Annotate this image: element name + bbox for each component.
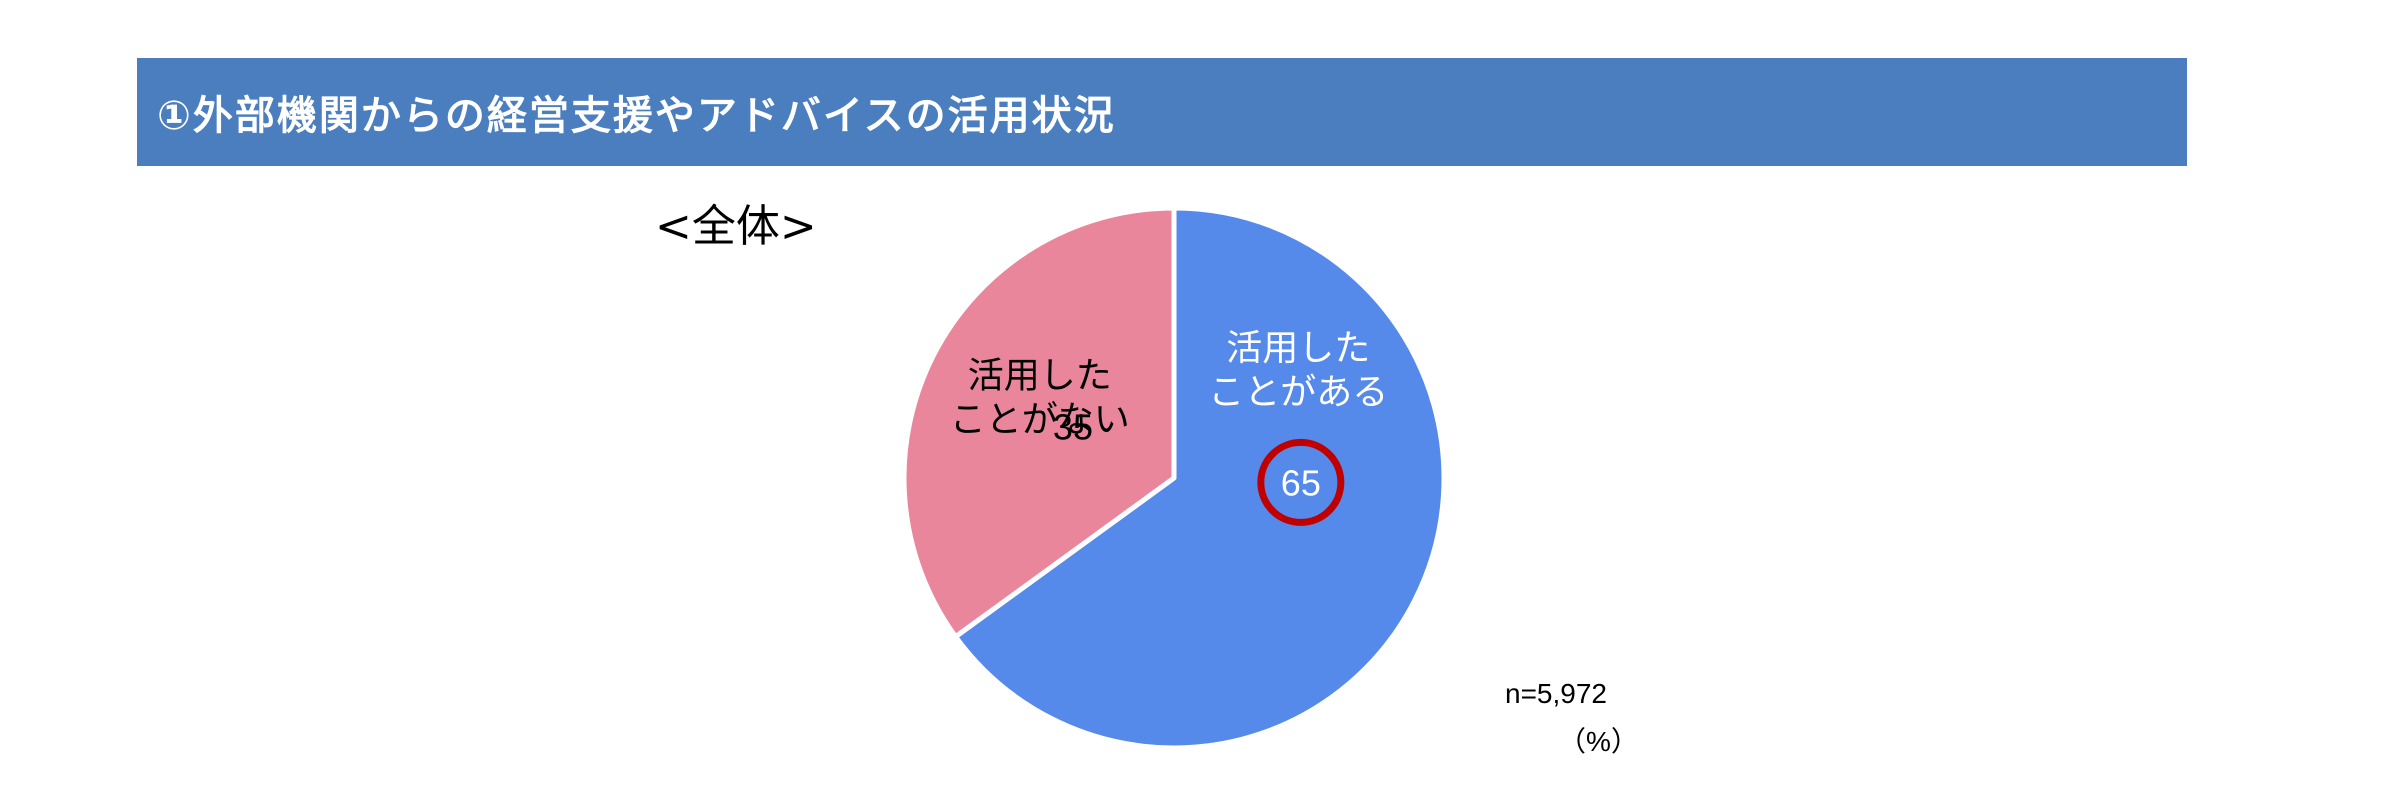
highlight-ring: [1257, 438, 1345, 526]
page-title: ①外部機関からの経営支援やアドバイスの活用状況: [157, 93, 1116, 139]
slice-value-0: 65: [1281, 462, 1321, 503]
slice-label-1-line-0: 活用した: [968, 355, 1112, 396]
pie-slice-1: [901, 205, 1177, 640]
sample-size-note: n=5,972: [1505, 678, 1607, 709]
unit-note: （%）: [1558, 726, 1639, 757]
slice-value-1: 35: [1053, 407, 1093, 448]
slice-label-1-line-1: ことがない: [950, 399, 1130, 440]
slice-label-0-line-0: 活用した: [1226, 328, 1370, 369]
scope-label: <全体>: [655, 201, 817, 252]
slice-label-0-line-1: ことがある: [1208, 372, 1388, 413]
title-bar: ①外部機関からの経営支援やアドバイスの活用状況: [137, 58, 2187, 166]
pie-slice-0: [953, 205, 1447, 751]
